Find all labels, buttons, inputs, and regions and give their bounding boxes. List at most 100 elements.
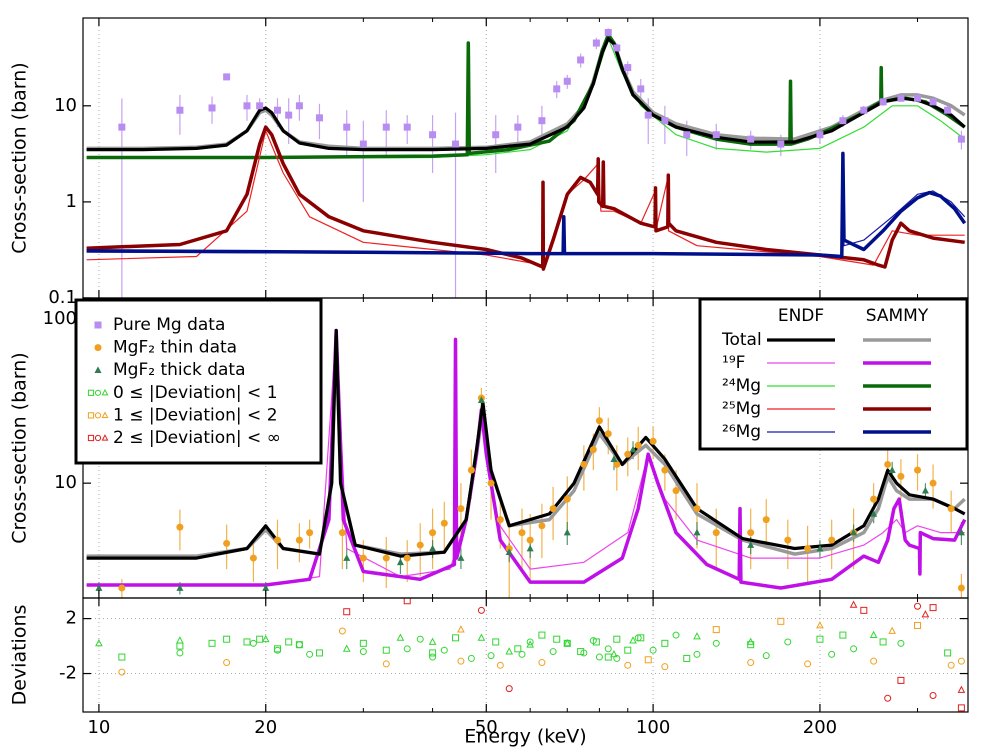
data-point — [613, 460, 621, 468]
deviation-point — [870, 657, 878, 665]
deviation-point — [879, 638, 887, 646]
deviation-point — [816, 635, 824, 643]
deviation-point — [577, 648, 585, 656]
deviation-point — [816, 621, 824, 629]
deviation-point — [839, 631, 847, 639]
deviation-point — [176, 642, 184, 650]
data-point — [359, 554, 367, 562]
x-tick-label: 50 — [475, 717, 498, 738]
legend-label: 0 ≤ |Deviation| < 1 — [113, 383, 278, 403]
deviation-point — [396, 633, 405, 641]
series-line — [86, 125, 965, 271]
deviation-point — [261, 634, 270, 643]
data-point — [870, 495, 878, 503]
deviation-point — [273, 646, 281, 654]
series-legend: ENDF SAMMY Total ¹⁹F ²⁴Mg ²⁵Mg ²⁶Mg — [698, 297, 969, 451]
data-point — [879, 98, 887, 106]
deviation-point — [403, 645, 411, 653]
deviation-point — [947, 661, 955, 669]
deviation-point — [440, 646, 448, 654]
deviation-point — [746, 637, 755, 645]
deviation-point — [610, 649, 618, 658]
deviation-point — [306, 650, 314, 658]
deviation-point — [538, 659, 546, 667]
deviation-point — [634, 634, 642, 642]
data-point — [95, 584, 103, 591]
deviation-point — [921, 610, 930, 618]
deviation-point — [884, 694, 892, 702]
series-line — [86, 32, 966, 160]
data-point — [595, 417, 603, 425]
legend-label: ¹⁹F — [722, 353, 745, 373]
deviation-point — [505, 685, 513, 693]
data-point — [693, 505, 701, 513]
legend-marker — [94, 344, 102, 352]
data-point — [712, 131, 720, 139]
deviation-point — [624, 661, 632, 669]
data-point — [176, 584, 184, 591]
deviation-point — [403, 598, 411, 605]
deviation-point — [624, 646, 632, 654]
y-tick-label: 100 — [43, 308, 77, 329]
data-point — [487, 479, 495, 487]
y-tick-label: -2 — [59, 663, 77, 684]
data-point — [747, 541, 755, 548]
deviation-point — [644, 656, 652, 664]
data-point — [944, 106, 952, 114]
data-point — [672, 487, 680, 495]
legend-label: Pure Mg data — [113, 315, 225, 335]
data-point — [295, 536, 303, 544]
deviation-point — [457, 657, 465, 665]
series-line — [86, 328, 966, 560]
data-point — [256, 102, 264, 110]
deviation-point — [712, 626, 720, 634]
data-point — [416, 541, 424, 549]
legend-marker — [94, 389, 102, 396]
data-point — [429, 529, 437, 537]
deviation-point — [914, 621, 922, 629]
series-line — [86, 329, 965, 586]
data-point — [295, 102, 303, 110]
data-point — [929, 98, 937, 106]
y-tick-label: 2 — [66, 608, 77, 629]
data-point — [273, 536, 281, 544]
data-point — [343, 123, 351, 131]
data-point — [929, 479, 937, 487]
data-point — [343, 554, 351, 561]
deviation-point — [683, 654, 691, 662]
data-point — [553, 85, 561, 93]
data-point — [747, 529, 755, 537]
y-axis-label: Cross-section (barn) — [9, 352, 31, 543]
deviation-point — [957, 657, 965, 665]
deviation-point — [828, 650, 836, 658]
deviation-point — [487, 652, 495, 660]
deviation-point — [176, 636, 184, 644]
legend-marker — [101, 411, 109, 418]
deviation-point — [957, 685, 966, 693]
series-line — [86, 37, 966, 152]
deviation-point — [553, 635, 561, 643]
data-point — [921, 486, 929, 494]
data-point — [492, 131, 500, 139]
y-tick-label: 10 — [54, 472, 77, 493]
y-tick-label: 0.1 — [48, 287, 77, 308]
legend-label: ²⁴Mg — [722, 376, 761, 396]
data-point — [637, 85, 645, 93]
legend-label: MgF₂ thick data — [113, 360, 246, 380]
deviation-point — [944, 649, 952, 657]
deviation-point — [897, 676, 905, 684]
data-point — [762, 516, 770, 524]
data-point — [747, 135, 755, 143]
data-point — [538, 117, 546, 125]
deviation-point — [957, 704, 965, 712]
data-point — [273, 106, 281, 114]
data-point — [429, 131, 437, 139]
deviation-point — [342, 644, 351, 652]
data-point — [396, 558, 404, 566]
x-tick-label: 20 — [254, 717, 277, 738]
deviation-point — [661, 639, 669, 647]
deviation-point — [338, 627, 346, 635]
data-point — [839, 117, 847, 125]
data-point — [403, 554, 411, 562]
data-point — [693, 528, 701, 536]
